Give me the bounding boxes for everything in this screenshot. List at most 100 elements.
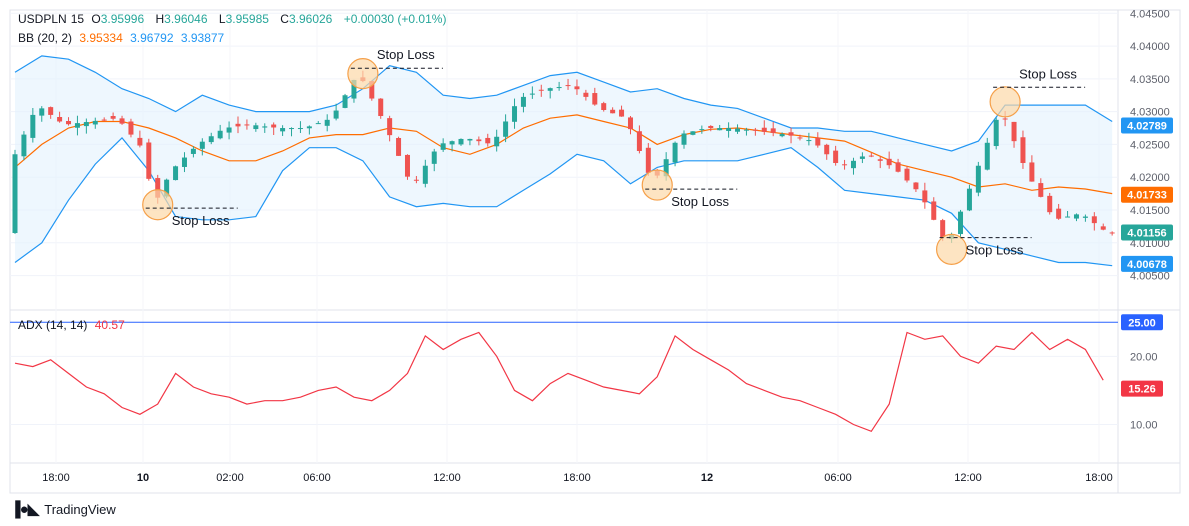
adx-legend[interactable]: ADX (14, 14) 40.57 — [18, 318, 129, 332]
candle-body — [378, 98, 384, 117]
candle-body — [101, 119, 107, 121]
candle-body — [610, 109, 616, 114]
candle-body — [235, 123, 241, 127]
x-tick-label: 12 — [701, 472, 713, 484]
candle-body — [761, 127, 767, 132]
price-label-tag — [1121, 117, 1173, 134]
candle-body — [1056, 208, 1062, 219]
candle-body — [886, 158, 892, 166]
candle-body — [975, 165, 981, 193]
adx-tick-label: 10.00 — [1130, 420, 1158, 432]
candle-body — [984, 142, 990, 170]
candle-body — [1082, 216, 1088, 218]
candle-body — [1065, 216, 1071, 218]
brand-name: TradingView — [44, 501, 116, 517]
candle-body — [137, 137, 143, 146]
candle-body — [1020, 137, 1026, 164]
candle-body — [833, 150, 839, 164]
low-label: L — [218, 12, 226, 26]
candle-body — [922, 190, 928, 203]
y-tick-label: 4.03500 — [1130, 74, 1170, 86]
candle-body — [289, 128, 295, 130]
candle-body — [877, 159, 883, 161]
bb-legend[interactable]: BB (20, 2) 3.95334 3.96792 3.93877 — [18, 31, 228, 45]
price-label-text: 4.02789 — [1127, 120, 1167, 132]
tradingview-logo[interactable]: ▐●◣ TradingView — [10, 500, 116, 518]
bb-fill — [15, 55, 1113, 266]
x-tick-label: 18:00 — [1085, 472, 1113, 484]
interval-label[interactable]: 15 — [70, 12, 85, 26]
candle-body — [74, 123, 80, 128]
candle-body — [173, 166, 179, 181]
signal-marker[interactable] — [935, 233, 968, 265]
signal-marker[interactable] — [989, 86, 1021, 118]
candle-body — [815, 137, 821, 146]
candle-body — [440, 143, 446, 150]
bb-basis-line — [14, 114, 1113, 195]
candle-body — [645, 147, 651, 173]
close-label: C — [280, 12, 289, 26]
signal-marker[interactable] — [641, 169, 673, 201]
y-tick-label: 4.04500 — [1130, 8, 1170, 20]
y-tick-label: 4.01000 — [1130, 238, 1170, 250]
bb-name: BB (20, 2) — [18, 31, 73, 45]
candle-body — [342, 95, 348, 108]
candle-body — [583, 92, 589, 97]
candle-body — [520, 96, 526, 107]
adx-name: ADX (14, 14) — [18, 318, 88, 332]
price-label-text: 4.01156 — [1127, 228, 1166, 240]
candle-body — [842, 164, 848, 166]
candle-body — [119, 118, 125, 124]
x-tick-label: 18:00 — [42, 472, 70, 484]
candle-body — [619, 109, 625, 117]
candle-body — [217, 130, 223, 139]
candle-body — [1091, 216, 1097, 224]
candle-body — [904, 168, 910, 181]
y-tick-label: 4.01500 — [1130, 205, 1170, 217]
candle-body — [262, 126, 268, 128]
candle-body — [868, 155, 874, 157]
x-tick-label: 18:00 — [563, 472, 591, 484]
candle-body — [422, 165, 428, 184]
candle-body — [387, 118, 393, 136]
candle-body — [529, 93, 535, 95]
candle-body — [806, 140, 812, 142]
candle-body — [512, 106, 518, 122]
signal-marker[interactable] — [347, 58, 379, 90]
candle-body — [1038, 183, 1044, 197]
candle-body — [110, 116, 116, 119]
candle-body — [92, 120, 98, 125]
candle-body — [627, 117, 633, 130]
tradingview-logo-icon: ▐●◣ — [10, 501, 39, 518]
candle-body — [181, 157, 187, 167]
x-tick-label: 06:00 — [303, 472, 331, 484]
candle-body — [351, 79, 357, 99]
signal-marker[interactable] — [142, 189, 174, 221]
high-value: 3.96046 — [164, 12, 208, 26]
candle-body — [1073, 214, 1079, 219]
price-label-tag — [1121, 186, 1173, 203]
candle-body — [155, 178, 161, 198]
candle-body — [503, 121, 509, 137]
stop-loss-label: Stop Loss — [966, 243, 1024, 258]
candle-body — [565, 85, 571, 87]
candle-body — [1047, 195, 1053, 213]
candle-body — [931, 201, 937, 220]
price-label-text: 4.00678 — [1127, 259, 1167, 271]
candle-body — [699, 129, 705, 131]
x-tick-label: 12:00 — [954, 472, 982, 484]
candle-body — [958, 211, 964, 235]
candle-body — [369, 81, 375, 99]
candle-body — [83, 122, 89, 127]
candle-body — [476, 139, 482, 142]
candle-body — [1011, 121, 1017, 142]
candle-body — [199, 141, 205, 149]
symbol-name[interactable]: USDPLN — [18, 12, 67, 26]
symbol-legend: USDPLN 15 O3.95996 H3.96046 L3.95985 C3.9… — [18, 12, 450, 26]
candle-body — [431, 151, 437, 164]
candle-body — [485, 137, 491, 144]
candle-body — [494, 136, 500, 147]
candle-body — [12, 154, 18, 234]
candle-body — [30, 114, 36, 138]
